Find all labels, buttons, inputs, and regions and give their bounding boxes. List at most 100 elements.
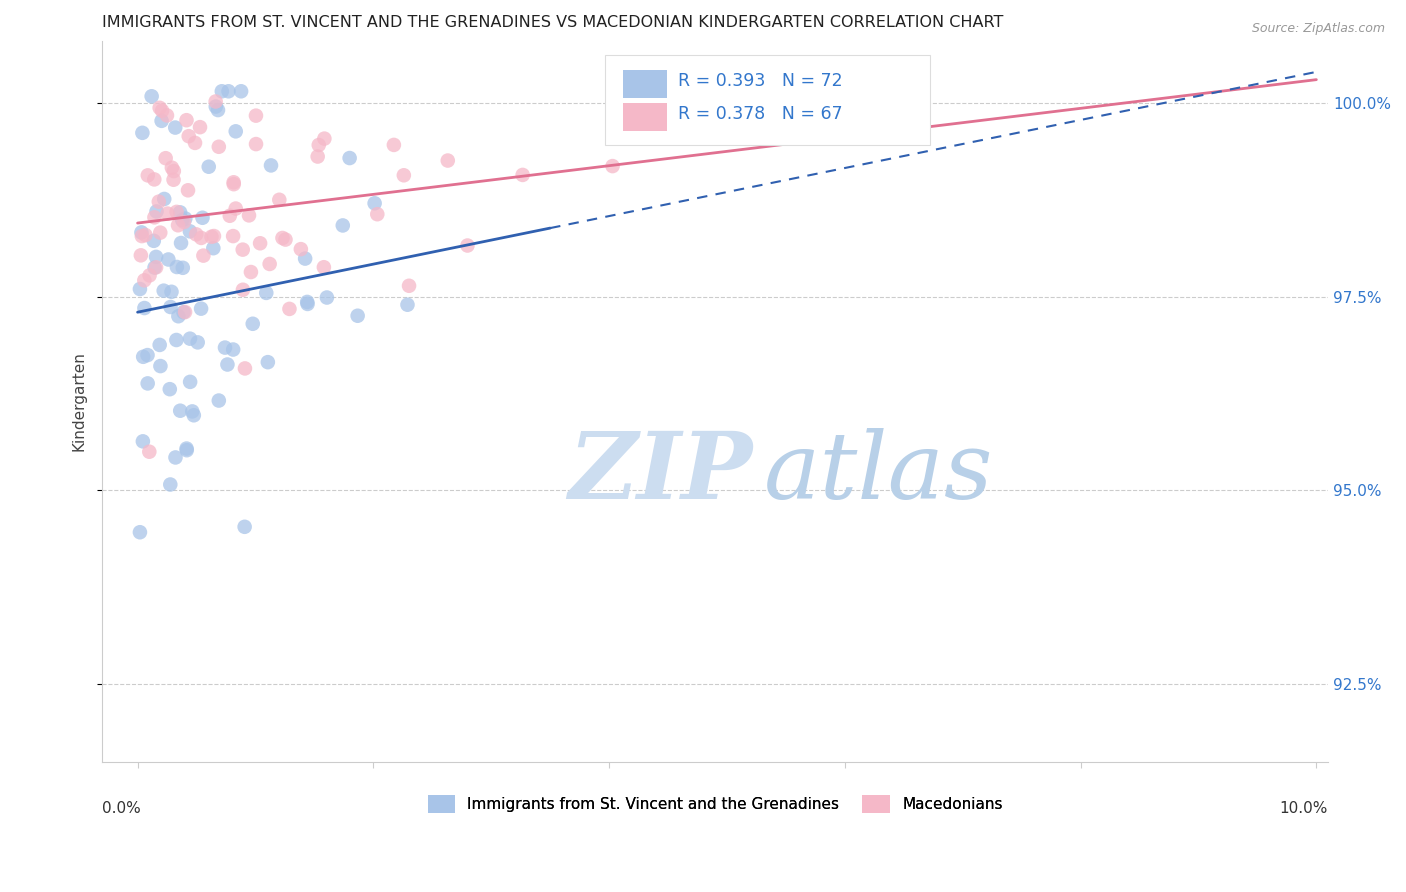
Legend: Immigrants from St. Vincent and the Grenadines, Macedonians: Immigrants from St. Vincent and the Gren… (422, 789, 1008, 819)
Point (398, 278, 420, 293)
Point (190, 301, 212, 316)
Point (257, 355, 280, 369)
Point (207, 103, 229, 117)
Point (145, 204, 167, 219)
Point (190, 231, 212, 245)
Point (186, 227, 208, 242)
Point (156, 206, 179, 220)
Point (339, 151, 361, 165)
Point (134, 273, 156, 287)
Point (222, 177, 245, 191)
Point (159, 382, 181, 396)
Point (176, 442, 198, 456)
Point (160, 161, 183, 175)
Point (163, 164, 186, 178)
Point (211, 84, 233, 98)
Point (456, 238, 478, 252)
Text: 0.0%: 0.0% (103, 801, 141, 816)
Point (169, 205, 191, 219)
Point (143, 211, 166, 225)
Point (222, 229, 245, 244)
Point (307, 149, 329, 163)
Point (191, 211, 214, 225)
Point (159, 300, 181, 314)
Point (269, 193, 291, 207)
Point (179, 332, 201, 346)
Point (174, 305, 197, 319)
Point (160, 285, 183, 299)
Point (193, 249, 215, 263)
Point (176, 113, 198, 128)
Point (222, 175, 245, 189)
Point (155, 151, 177, 165)
Point (204, 95, 226, 109)
Point (222, 343, 245, 357)
Point (142, 234, 165, 248)
Point (260, 158, 283, 172)
Point (392, 168, 415, 182)
Point (149, 101, 172, 115)
Point (134, 228, 156, 243)
Point (134, 301, 156, 315)
Point (131, 226, 153, 240)
Point (131, 229, 153, 244)
Point (149, 359, 172, 373)
Point (217, 358, 239, 372)
Point (177, 183, 200, 197)
Point (295, 294, 318, 309)
Point (166, 205, 188, 219)
Point (188, 120, 211, 135)
Point (197, 160, 219, 174)
Point (436, 153, 458, 168)
Point (143, 260, 166, 275)
Text: R = 0.378   N = 67: R = 0.378 N = 67 (679, 104, 844, 123)
Point (312, 260, 335, 275)
Point (145, 260, 167, 275)
Point (187, 335, 209, 350)
Point (229, 84, 252, 98)
Point (156, 108, 179, 122)
FancyBboxPatch shape (623, 70, 668, 98)
Point (172, 260, 194, 275)
Point (150, 103, 173, 118)
Point (172, 305, 194, 319)
Point (165, 120, 187, 135)
Point (232, 283, 254, 297)
Point (245, 109, 267, 123)
Point (179, 375, 201, 389)
Point (242, 317, 264, 331)
Point (259, 257, 281, 271)
Point (129, 248, 152, 262)
Point (396, 298, 419, 312)
Point (179, 224, 201, 238)
Point (181, 404, 204, 418)
Point (141, 89, 163, 103)
Point (129, 282, 152, 296)
Point (218, 209, 240, 223)
Point (165, 333, 187, 347)
Point (249, 236, 271, 251)
FancyBboxPatch shape (623, 103, 668, 131)
Point (346, 309, 368, 323)
Point (200, 229, 222, 244)
Point (208, 140, 231, 154)
Point (131, 126, 153, 140)
Point (308, 138, 330, 153)
Point (208, 393, 231, 408)
Point (332, 219, 354, 233)
Text: ZIP: ZIP (568, 428, 752, 518)
Point (254, 285, 277, 300)
Point (149, 226, 172, 240)
Point (202, 241, 225, 255)
Point (232, 243, 254, 257)
Point (366, 207, 388, 221)
Point (290, 242, 312, 256)
Point (225, 124, 247, 138)
Point (382, 137, 405, 152)
Point (174, 211, 197, 226)
Point (183, 409, 205, 423)
Point (602, 159, 624, 173)
Point (165, 450, 187, 465)
FancyBboxPatch shape (605, 55, 929, 145)
Point (167, 219, 190, 233)
